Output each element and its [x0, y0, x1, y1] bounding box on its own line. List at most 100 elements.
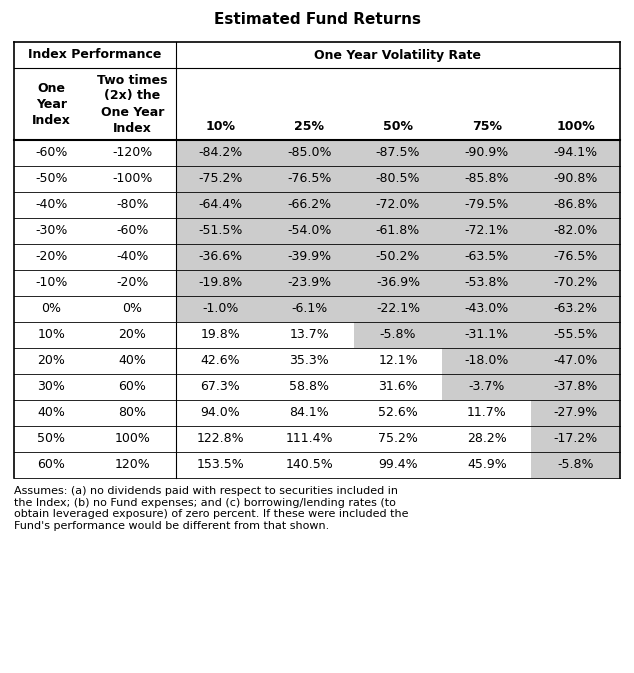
Text: 10%: 10% — [37, 328, 65, 341]
Bar — [265, 140, 354, 166]
Bar — [176, 166, 265, 192]
Text: -10%: -10% — [36, 277, 68, 289]
Bar — [531, 244, 620, 270]
Text: -80.5%: -80.5% — [376, 172, 420, 186]
Bar — [176, 218, 265, 244]
Text: -100%: -100% — [112, 172, 153, 186]
Text: 52.6%: 52.6% — [378, 406, 418, 419]
Text: -82.0%: -82.0% — [553, 225, 598, 238]
Text: -1.0%: -1.0% — [202, 302, 238, 316]
Text: -76.5%: -76.5% — [287, 172, 332, 186]
Text: 19.8%: 19.8% — [200, 328, 240, 341]
Bar — [531, 426, 620, 452]
Text: 58.8%: 58.8% — [289, 380, 329, 394]
Text: -18.0%: -18.0% — [465, 355, 509, 367]
Text: 100%: 100% — [556, 120, 595, 133]
Bar — [176, 244, 265, 270]
Text: -5.8%: -5.8% — [380, 328, 417, 341]
Bar — [443, 218, 531, 244]
Text: Assumes: (a) no dividends paid with respect to securities included in
the Index;: Assumes: (a) no dividends paid with resp… — [14, 486, 408, 531]
Text: -50%: -50% — [36, 172, 68, 186]
Bar — [443, 296, 531, 322]
Text: -47.0%: -47.0% — [553, 355, 598, 367]
Text: -55.5%: -55.5% — [553, 328, 598, 341]
Bar — [531, 348, 620, 374]
Text: -63.5%: -63.5% — [465, 250, 509, 264]
Bar — [443, 348, 531, 374]
Text: -90.9%: -90.9% — [465, 147, 509, 160]
Text: Estimated Fund Returns: Estimated Fund Returns — [214, 13, 420, 28]
Text: 111.4%: 111.4% — [285, 433, 333, 446]
Bar — [443, 244, 531, 270]
Bar — [265, 296, 354, 322]
Bar — [265, 218, 354, 244]
Text: 67.3%: 67.3% — [200, 380, 240, 394]
Bar — [354, 192, 443, 218]
Bar — [265, 270, 354, 296]
Text: -94.1%: -94.1% — [553, 147, 598, 160]
Text: -31.1%: -31.1% — [465, 328, 509, 341]
Text: Index Performance: Index Performance — [29, 48, 162, 61]
Text: 50%: 50% — [383, 120, 413, 133]
Text: 140.5%: 140.5% — [285, 458, 333, 472]
Text: 13.7%: 13.7% — [289, 328, 329, 341]
Text: -70.2%: -70.2% — [553, 277, 598, 289]
Text: -80%: -80% — [116, 199, 149, 211]
Bar — [354, 322, 443, 348]
Text: -50.2%: -50.2% — [376, 250, 420, 264]
Text: 100%: 100% — [115, 433, 150, 446]
Text: -66.2%: -66.2% — [287, 199, 331, 211]
Text: 75%: 75% — [472, 120, 501, 133]
Bar — [354, 296, 443, 322]
Text: -63.2%: -63.2% — [553, 302, 598, 316]
Text: 0%: 0% — [122, 302, 143, 316]
Bar — [443, 374, 531, 400]
Text: -87.5%: -87.5% — [376, 147, 420, 160]
Text: -3.7%: -3.7% — [469, 380, 505, 394]
Text: -20%: -20% — [36, 250, 68, 264]
Text: 122.8%: 122.8% — [197, 433, 244, 446]
Bar — [176, 296, 265, 322]
Text: 94.0%: 94.0% — [200, 406, 240, 419]
Text: -72.0%: -72.0% — [376, 199, 420, 211]
Text: One Year Volatility Rate: One Year Volatility Rate — [314, 48, 481, 61]
Bar — [265, 192, 354, 218]
Text: -61.8%: -61.8% — [376, 225, 420, 238]
Bar — [176, 192, 265, 218]
Text: -37.8%: -37.8% — [553, 380, 598, 394]
Text: -36.6%: -36.6% — [198, 250, 242, 264]
Text: -6.1%: -6.1% — [291, 302, 327, 316]
Bar — [354, 218, 443, 244]
Text: -85.0%: -85.0% — [287, 147, 332, 160]
Bar — [443, 192, 531, 218]
Text: 11.7%: 11.7% — [467, 406, 507, 419]
Text: -43.0%: -43.0% — [465, 302, 509, 316]
Text: 10%: 10% — [205, 120, 235, 133]
Text: 50%: 50% — [37, 433, 65, 446]
Bar — [531, 218, 620, 244]
Bar — [531, 192, 620, 218]
Text: -39.9%: -39.9% — [287, 250, 331, 264]
Bar — [354, 270, 443, 296]
Text: 35.3%: 35.3% — [289, 355, 329, 367]
Bar — [176, 140, 265, 166]
Text: -22.1%: -22.1% — [376, 302, 420, 316]
Text: -20%: -20% — [116, 277, 149, 289]
Text: -60%: -60% — [116, 225, 149, 238]
Bar — [265, 166, 354, 192]
Text: -85.8%: -85.8% — [465, 172, 509, 186]
Text: 31.6%: 31.6% — [378, 380, 418, 394]
Text: -53.8%: -53.8% — [465, 277, 509, 289]
Bar — [531, 400, 620, 426]
Text: -36.9%: -36.9% — [376, 277, 420, 289]
Bar — [265, 244, 354, 270]
Text: -17.2%: -17.2% — [553, 433, 598, 446]
Text: 99.4%: 99.4% — [378, 458, 418, 472]
Bar — [531, 166, 620, 192]
Bar — [354, 166, 443, 192]
Bar — [443, 270, 531, 296]
Bar — [531, 322, 620, 348]
Text: -51.5%: -51.5% — [198, 225, 243, 238]
Text: -27.9%: -27.9% — [553, 406, 598, 419]
Bar — [443, 166, 531, 192]
